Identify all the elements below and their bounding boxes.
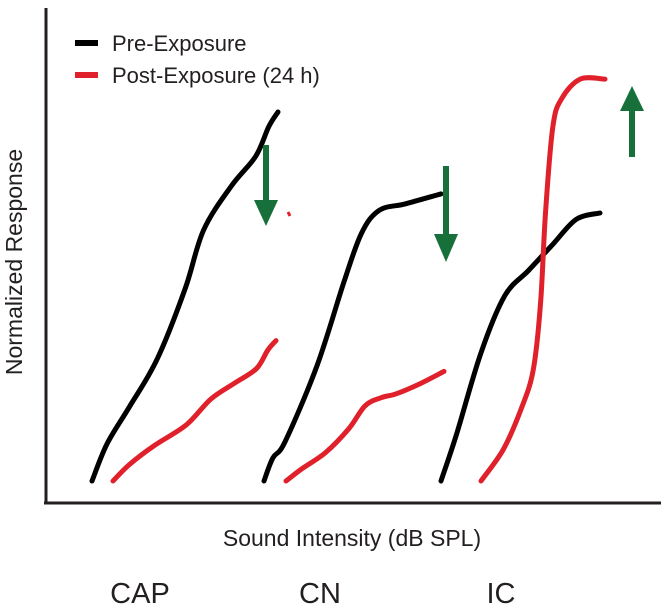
cap-post-exposure-curve — [110, 338, 279, 484]
cap-post-exposure-tick — [286, 211, 292, 217]
ic-post-exposure-curve — [478, 75, 608, 484]
legend-label-post-exposure: Post-Exposure (24 h) — [112, 63, 320, 88]
x-axis-label: Sound Intensity (dB SPL) — [223, 525, 481, 551]
legend-label-pre-exposure: Pre-Exposure — [112, 31, 247, 56]
panel-label-cap: CAP — [110, 578, 170, 610]
legend: Pre-Exposure Post-Exposure (24 h) — [75, 31, 320, 88]
panel-label-cn: CN — [299, 578, 341, 610]
series-curves — [89, 75, 608, 484]
y-axis-label: Normalized Response — [1, 149, 27, 375]
ic-pre-exposure-curve — [438, 210, 603, 484]
arrow-cap-decrease — [254, 145, 278, 226]
cn-post-exposure-curve — [283, 368, 447, 484]
panel-label-ic: IC — [487, 578, 516, 610]
cap-pre-exposure-curve — [89, 109, 281, 484]
arrow-cn-decrease — [434, 166, 458, 262]
arrow-ic-increase — [620, 86, 644, 157]
cn-pre-exposure-curve — [261, 191, 444, 484]
